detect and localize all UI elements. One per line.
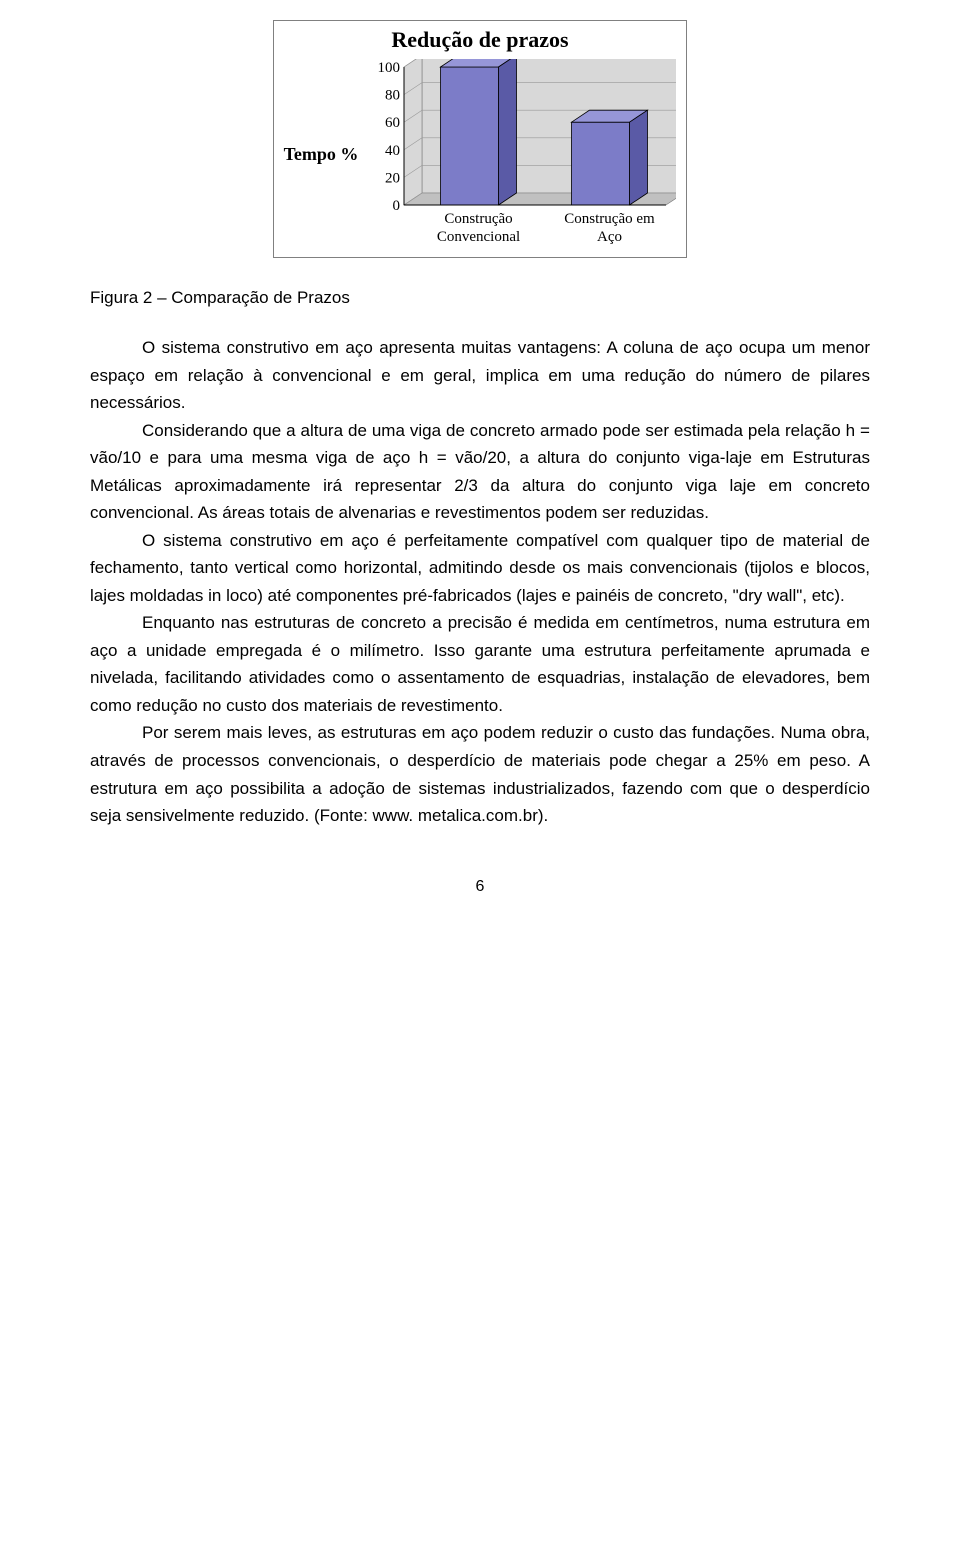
svg-text:60: 60: [385, 115, 400, 131]
paragraph-2: Considerando que a altura de uma viga de…: [90, 417, 870, 527]
chart-title: Redução de prazos: [284, 27, 677, 53]
paragraph-1: O sistema construtivo em aço apresenta m…: [90, 334, 870, 417]
svg-text:Convencional: Convencional: [437, 229, 520, 245]
svg-text:40: 40: [385, 143, 400, 159]
chart-plot: 0 20 40 60 80 100 Construção Convencional Constr…: [366, 59, 676, 249]
figure-caption: Figura 2 – Comparação de Prazos: [90, 288, 870, 308]
paragraph-5: Por serem mais leves, as estruturas em a…: [90, 719, 870, 829]
svg-text:Construção em: Construção em: [565, 211, 656, 227]
chart-svg: 0 20 40 60 80 100 Construção Convencional Constr…: [366, 59, 676, 249]
chart-container: Redução de prazos Tempo % 0 20 40 60 80 100 Co…: [90, 20, 870, 258]
page-number: 6: [90, 878, 870, 896]
chart-ylabel: Tempo %: [284, 144, 359, 165]
paragraph-4: Enquanto nas estruturas de concreto a pr…: [90, 609, 870, 719]
svg-text:20: 20: [385, 170, 400, 186]
svg-text:Aço: Aço: [597, 229, 622, 245]
body-text: O sistema construtivo em aço apresenta m…: [90, 334, 870, 830]
svg-text:80: 80: [385, 88, 400, 104]
chart-box: Redução de prazos Tempo % 0 20 40 60 80 100 Co…: [273, 20, 688, 258]
svg-text:Construção: Construção: [445, 211, 513, 227]
paragraph-3: O sistema construtivo em aço é perfeitam…: [90, 527, 870, 610]
svg-text:0: 0: [393, 198, 401, 214]
svg-text:100: 100: [378, 60, 401, 76]
